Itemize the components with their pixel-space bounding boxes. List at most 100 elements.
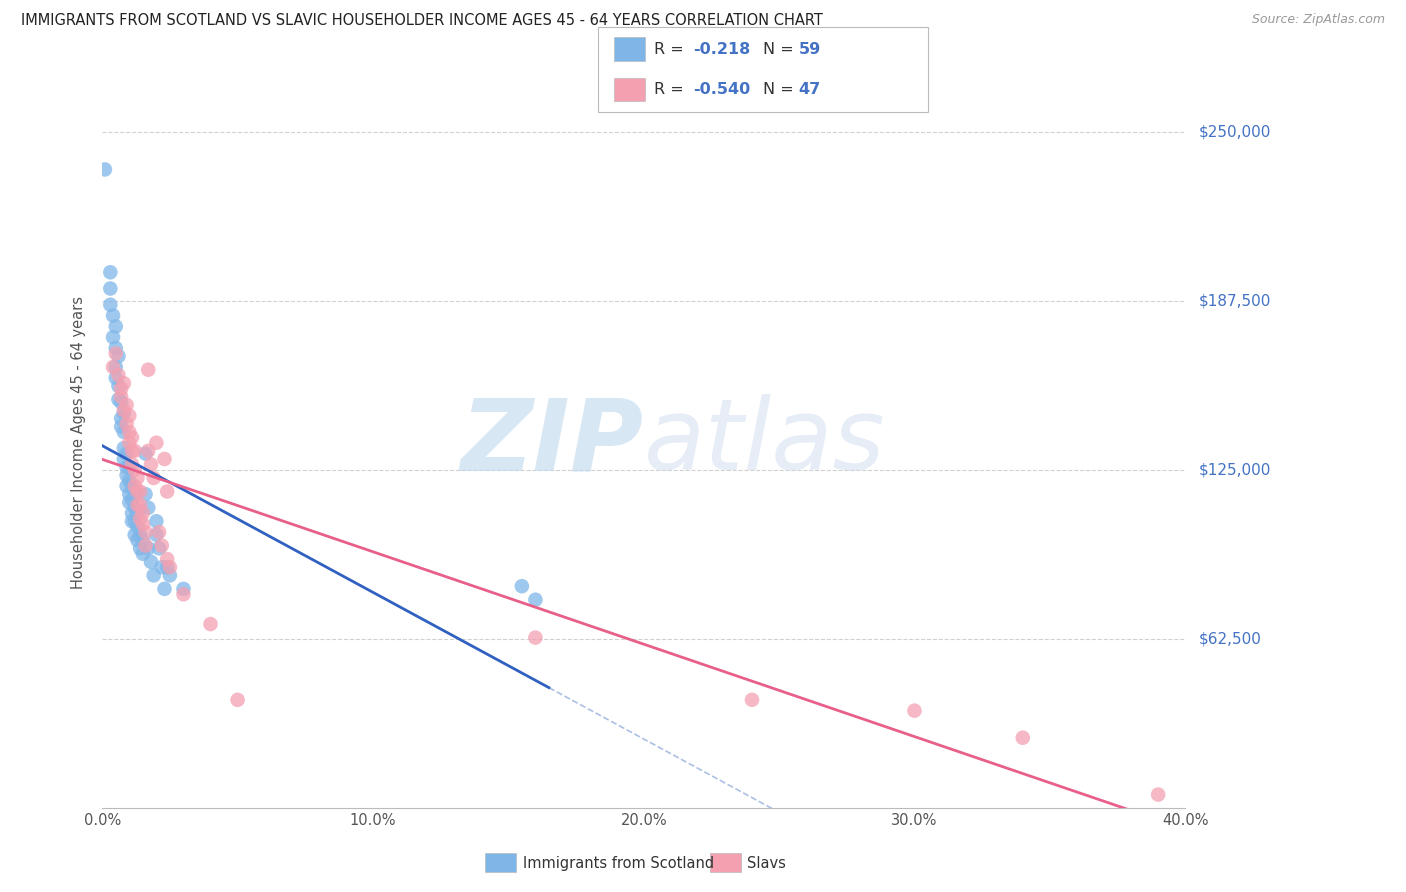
Point [98, 265, 121, 279]
Point [112, 403, 135, 417]
Y-axis label: Householder Income Ages 45 - 64 years: Householder Income Ages 45 - 64 years [72, 296, 86, 590]
Text: -0.218: -0.218 [693, 42, 751, 56]
Point [156, 560, 179, 574]
Point [150, 539, 173, 553]
Point [132, 547, 155, 561]
Point [524, 592, 547, 607]
Point [112, 406, 135, 420]
Point [104, 346, 127, 360]
Point [98, 281, 121, 295]
Point [129, 528, 152, 542]
Point [142, 568, 165, 582]
Point [159, 560, 181, 574]
Point [118, 474, 141, 488]
Point [741, 693, 763, 707]
Point [135, 539, 157, 553]
Point [112, 452, 135, 467]
Point [98, 298, 121, 312]
Point [110, 411, 132, 425]
Point [124, 500, 146, 515]
Point [115, 479, 138, 493]
Point [124, 514, 146, 528]
Point [153, 582, 176, 596]
Point [136, 362, 159, 376]
Point [226, 693, 249, 707]
Point [148, 541, 170, 556]
Point [101, 359, 124, 374]
Point [145, 528, 167, 542]
Point [121, 506, 143, 520]
Point [127, 533, 149, 548]
Point [903, 704, 925, 718]
Point [107, 368, 129, 383]
Text: R =: R = [654, 42, 689, 56]
Text: -0.540: -0.540 [693, 82, 751, 96]
Text: $125,000: $125,000 [1199, 462, 1271, 477]
Text: Immigrants from Scotland: Immigrants from Scotland [523, 856, 714, 871]
Point [172, 587, 194, 601]
Text: N =: N = [763, 42, 800, 56]
Point [127, 471, 149, 485]
Point [156, 484, 179, 499]
Text: $187,500: $187,500 [1199, 293, 1271, 309]
Point [127, 484, 149, 499]
Point [124, 443, 146, 458]
Point [510, 579, 533, 593]
Text: Source: ZipAtlas.com: Source: ZipAtlas.com [1251, 13, 1385, 27]
Text: N =: N = [763, 82, 800, 96]
Point [121, 443, 143, 458]
Point [127, 519, 149, 533]
Point [139, 458, 162, 472]
Point [142, 471, 165, 485]
Point [136, 443, 159, 458]
Point [104, 371, 127, 385]
Point [121, 430, 143, 444]
Text: atlas: atlas [644, 394, 886, 491]
Point [124, 487, 146, 501]
Point [112, 376, 135, 391]
Point [115, 417, 138, 431]
Point [135, 524, 157, 539]
Point [121, 514, 143, 528]
Point [524, 631, 547, 645]
Point [104, 319, 127, 334]
Point [1011, 731, 1033, 745]
Point [127, 498, 149, 512]
Point [107, 349, 129, 363]
Point [104, 359, 127, 374]
Text: $62,500: $62,500 [1199, 632, 1263, 647]
Point [107, 392, 129, 407]
Point [132, 533, 155, 548]
Point [156, 552, 179, 566]
Point [107, 379, 129, 393]
Point [115, 460, 138, 475]
Point [124, 479, 146, 493]
Point [139, 555, 162, 569]
Point [121, 458, 143, 472]
Point [118, 425, 141, 439]
Point [104, 341, 127, 355]
Point [200, 617, 222, 632]
Point [110, 390, 132, 404]
Text: Slavs: Slavs [747, 856, 786, 871]
Text: IMMIGRANTS FROM SCOTLAND VS SLAVIC HOUSEHOLDER INCOME AGES 45 - 64 YEARS CORRELA: IMMIGRANTS FROM SCOTLAND VS SLAVIC HOUSE… [21, 13, 823, 29]
Point [145, 514, 167, 528]
Point [1147, 788, 1170, 802]
Point [101, 330, 124, 344]
Point [129, 498, 152, 512]
Point [121, 492, 143, 507]
Point [132, 506, 155, 520]
Point [150, 560, 173, 574]
Text: 47: 47 [799, 82, 821, 96]
Text: $250,000: $250,000 [1199, 124, 1271, 139]
Point [118, 409, 141, 423]
Text: R =: R = [654, 82, 689, 96]
Point [159, 568, 181, 582]
Point [101, 309, 124, 323]
Point [110, 395, 132, 409]
Text: ZIP: ZIP [461, 394, 644, 491]
Point [145, 435, 167, 450]
Point [110, 419, 132, 434]
Point [129, 541, 152, 556]
Point [136, 500, 159, 515]
